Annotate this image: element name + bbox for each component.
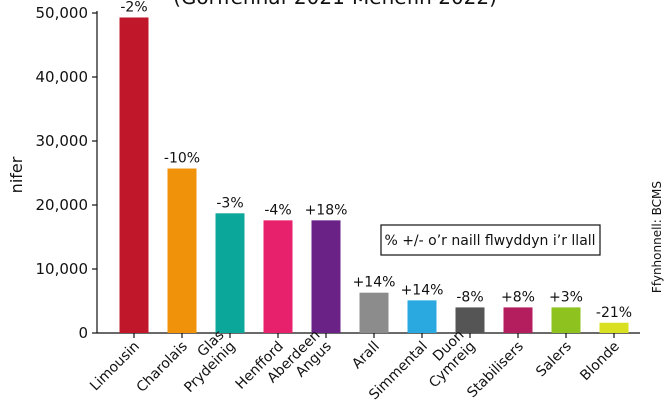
data-label: +3% [549, 289, 583, 305]
y-tick-label: 20,000 [36, 196, 89, 214]
y-tick-label: 40,000 [36, 68, 89, 86]
axes: 0 10,000 20,000 30,000 40,000 50,000 [36, 4, 640, 342]
data-label: -4% [264, 202, 291, 218]
category-label: Salers [533, 339, 575, 381]
category-label: AberdeenAngus [264, 327, 334, 397]
bar [551, 307, 581, 333]
bar [503, 307, 533, 333]
category-label-line: Salers [533, 339, 575, 381]
source-note: Ffynhonnell: BCMS [650, 181, 664, 293]
category-label: GlasPrydeinig [170, 327, 239, 396]
bar [263, 220, 293, 333]
bars [119, 17, 629, 333]
data-label: +14% [353, 275, 396, 291]
y-axis-label: nifer [7, 156, 26, 193]
bar [119, 17, 149, 333]
bar [455, 307, 485, 333]
legend-box [380, 224, 601, 256]
bar [311, 220, 341, 333]
bar [167, 168, 197, 333]
data-label: +14% [401, 282, 444, 298]
data-label: -21% [596, 305, 632, 321]
data-label: -10% [164, 151, 200, 167]
y-tick-label: 50,000 [36, 4, 89, 22]
data-labels: -2% -10% -3% -4% +18% +14% +14% -8% +8% +3% -21% [120, 0, 632, 321]
bar [215, 213, 245, 333]
y-tick-label: 30,000 [36, 132, 89, 150]
data-label: +8% [501, 289, 535, 305]
bar [599, 322, 629, 333]
category-label-line: Blonde [577, 339, 623, 385]
y-tick-label: 0 [78, 324, 88, 342]
legend-note-text: % +/- o’r naill flwyddyn i’r llall [384, 233, 595, 249]
category-label-line: Charolais [134, 339, 191, 396]
category-label-line: Arall [349, 339, 383, 373]
category-label: Blonde [577, 339, 623, 385]
data-label: -2% [120, 0, 147, 15]
chart-title: (Gorffennaf 2021-Mehefin 2022) [173, 0, 497, 9]
legend-note: % +/- o’r naill flwyddyn i’r llall [380, 224, 601, 256]
category-label: Charolais [134, 339, 191, 396]
bar [407, 300, 437, 333]
data-label: -3% [216, 195, 243, 211]
data-label: -8% [456, 289, 483, 305]
bar [359, 292, 389, 333]
category-label: Arall [349, 339, 383, 373]
y-tick-label: 10,000 [36, 260, 89, 278]
category-label: DuonCymreig [415, 327, 479, 391]
data-label: +18% [305, 202, 348, 218]
